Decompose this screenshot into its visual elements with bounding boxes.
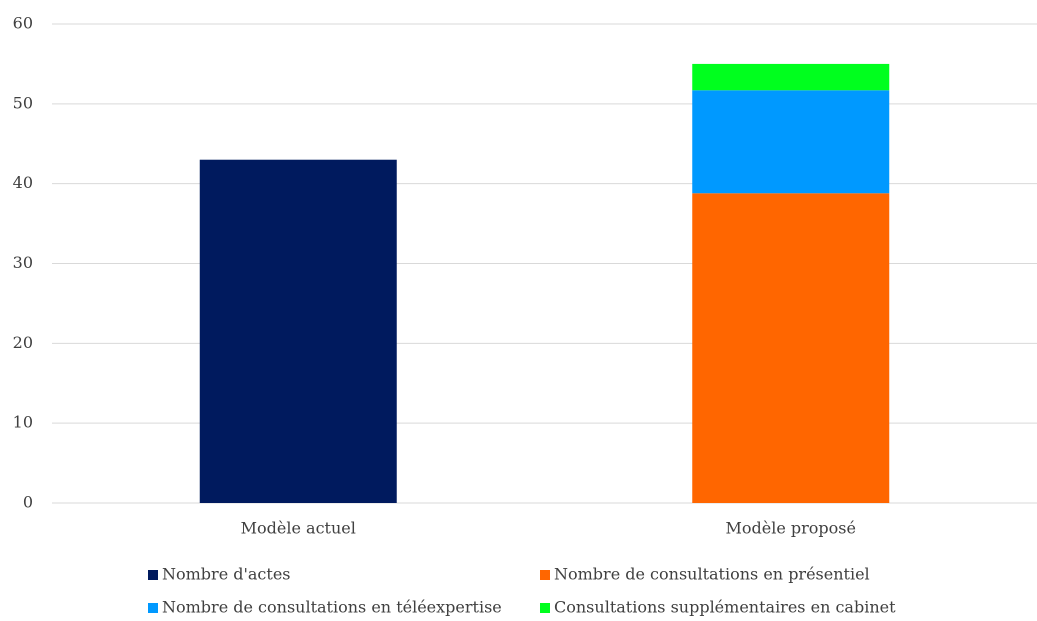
- x-tick-label: Modèle proposé: [726, 519, 856, 538]
- y-tick-label: 60: [13, 14, 33, 33]
- legend-label: Nombre de consultations en téléexpertise: [162, 598, 502, 617]
- bar-segment: [199, 159, 397, 503]
- legend-swatch: [540, 570, 550, 580]
- y-tick-label: 50: [13, 93, 33, 112]
- legend-swatch: [540, 603, 550, 613]
- y-tick-label: 20: [13, 333, 33, 352]
- legend-label: Consultations supplémentaires en cabinet: [554, 598, 896, 617]
- y-tick-label: 30: [13, 253, 33, 272]
- bar-segment: [692, 193, 890, 503]
- legend-label: Nombre d'actes: [162, 565, 291, 584]
- y-tick-label: 0: [23, 493, 33, 512]
- y-tick-label: 40: [13, 173, 33, 192]
- y-tick-label: 10: [13, 413, 33, 432]
- legend-swatch: [148, 570, 158, 580]
- bar-segment: [692, 90, 890, 194]
- x-tick-label: Modèle actuel: [241, 519, 356, 538]
- legend-label: Nombre de consultations en présentiel: [554, 565, 870, 584]
- bar-segment: [692, 63, 890, 91]
- legend-swatch: [148, 603, 158, 613]
